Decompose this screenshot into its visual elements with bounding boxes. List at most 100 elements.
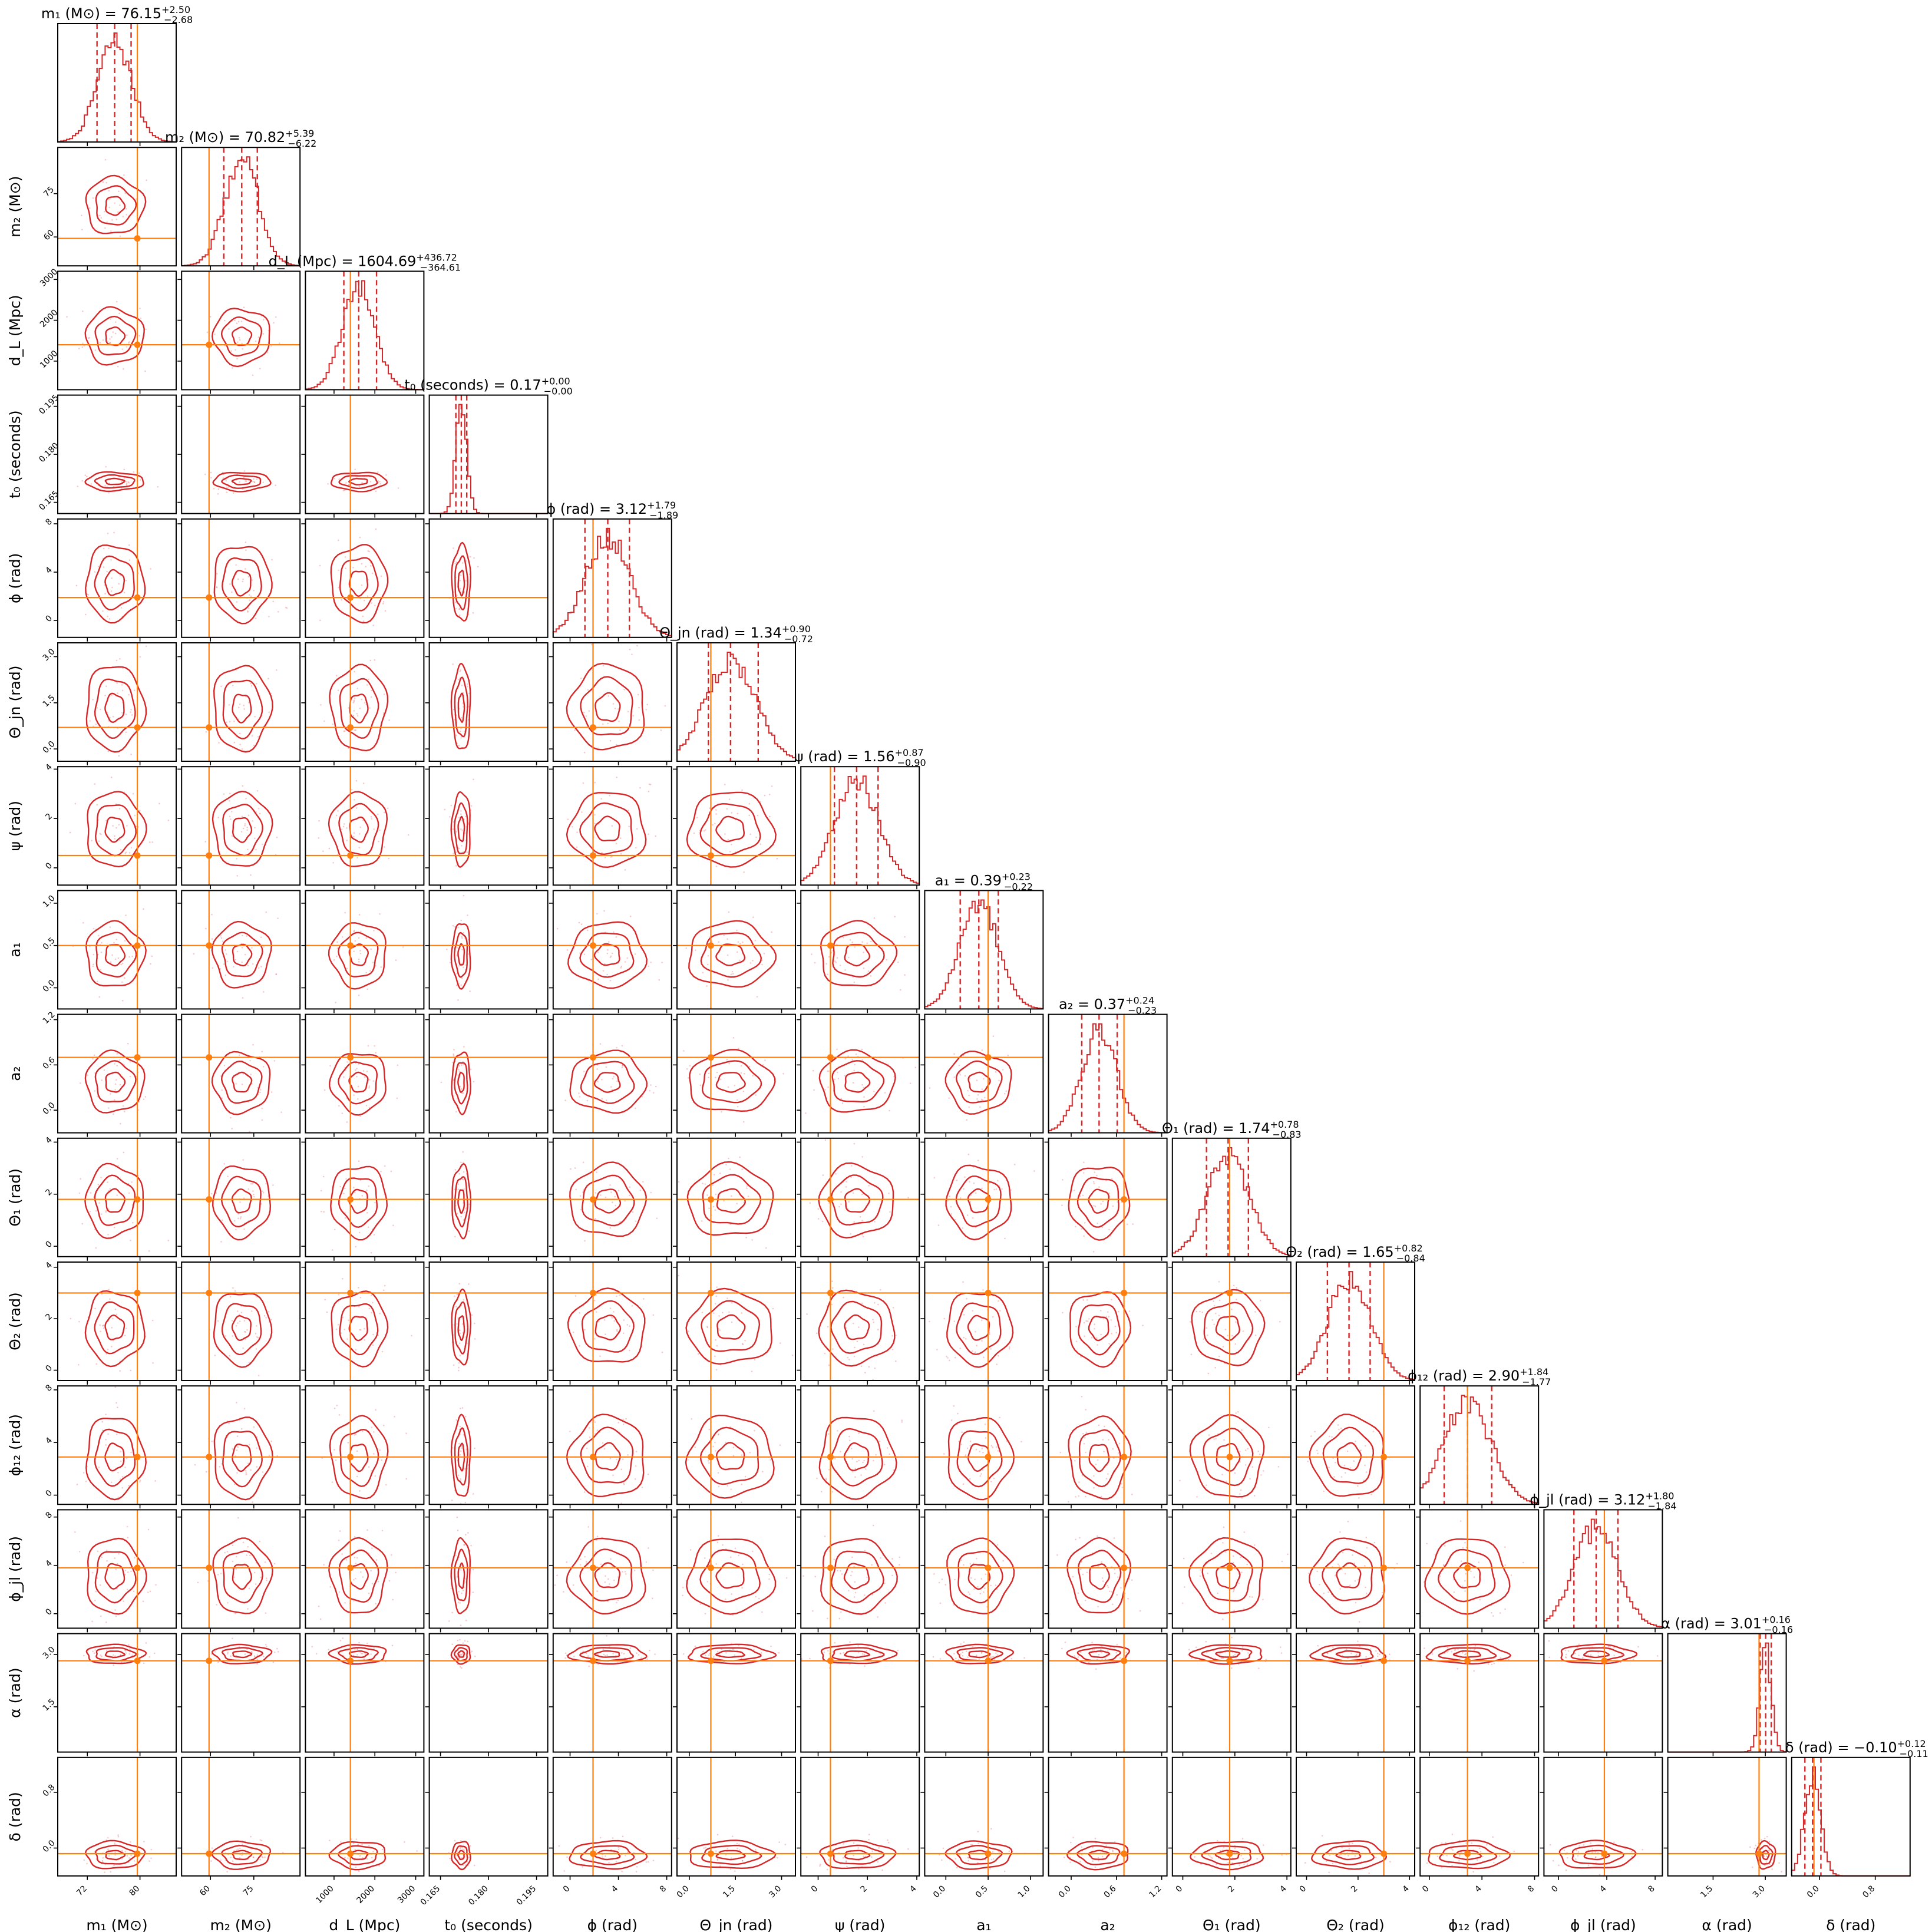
sample-point (1235, 1412, 1237, 1414)
sample-point (367, 1045, 369, 1047)
sample-point (255, 1296, 257, 1297)
sample-point (572, 825, 573, 828)
sample-point (253, 1195, 255, 1198)
contour-panel-9-4 (549, 1137, 672, 1261)
sample-point (715, 1450, 716, 1452)
sample-point (130, 847, 133, 848)
contour-6-1-level-2 (212, 790, 273, 867)
sample-point (602, 970, 605, 972)
sample-point (114, 1557, 116, 1559)
sample-point (1607, 1646, 1610, 1647)
sample-point (814, 962, 816, 964)
sample-point (1223, 1526, 1225, 1528)
sample-point (87, 1074, 89, 1076)
sample-point (838, 1206, 840, 1208)
contour-13-8-level-2 (1066, 1644, 1131, 1665)
sample-point (109, 1298, 111, 1300)
sample-point (105, 685, 107, 687)
sample-point (753, 1649, 755, 1651)
sample-point (583, 1071, 585, 1072)
sample-point (372, 1431, 375, 1433)
sample-point (103, 1327, 105, 1329)
sample-point (130, 1451, 132, 1454)
sample-point (851, 1571, 853, 1573)
sample-point (226, 486, 228, 488)
sample-point (257, 736, 259, 738)
sample-point (1227, 1335, 1228, 1337)
sample-point (1083, 1161, 1085, 1163)
sample-point (388, 1580, 391, 1582)
sample-point (835, 1173, 837, 1175)
contour-panel-13-11 (1416, 1633, 1540, 1756)
sample-point (268, 616, 270, 617)
sample-point (236, 875, 239, 877)
sample-point (990, 1445, 993, 1447)
sample-point (1231, 1335, 1233, 1337)
sample-point (873, 1091, 875, 1092)
sample-point (629, 1325, 630, 1327)
sample-point (746, 1187, 748, 1189)
sample-point (983, 1356, 985, 1359)
sample-point (241, 748, 243, 750)
contour-6-1-level-1 (222, 803, 263, 857)
sample-point (458, 1366, 460, 1369)
sample-point (458, 1173, 461, 1175)
sample-point (597, 951, 599, 953)
sample-point (1240, 1571, 1243, 1573)
sample-point (728, 1157, 729, 1160)
sample-point (1097, 1223, 1099, 1224)
sample-point (110, 1481, 113, 1484)
panel-frame (428, 642, 549, 762)
sample-point (106, 221, 108, 223)
sample-point (992, 1316, 994, 1318)
sample-point (726, 1058, 728, 1061)
sample-point (580, 1558, 582, 1560)
contour-12-11-level-2 (1424, 1538, 1511, 1615)
sample-point (224, 949, 226, 951)
sample-point (459, 1355, 461, 1357)
panel-title-7: a₁ = 0.39+0.23 −0.22 (935, 871, 1033, 892)
sample-point (914, 1066, 917, 1069)
sample-point (1346, 1450, 1349, 1452)
histogram-2 (305, 280, 425, 391)
sample-point (392, 1224, 394, 1227)
injection-point-11-8 (1121, 1454, 1128, 1461)
sample-point (367, 550, 369, 552)
sample-point (102, 1325, 104, 1327)
sample-point (973, 1588, 975, 1590)
sample-point (105, 1621, 107, 1623)
sample-point (244, 1653, 246, 1656)
sample-point (853, 1355, 856, 1358)
sample-point (218, 742, 220, 744)
sample-point (1213, 1438, 1215, 1440)
sample-point (839, 1652, 841, 1654)
sample-point (1223, 1439, 1225, 1441)
sample-point (779, 1342, 781, 1344)
sample-point (254, 827, 256, 829)
sample-point (1189, 1321, 1191, 1323)
sample-point (638, 706, 640, 709)
sample-point (158, 802, 160, 805)
sample-point (111, 577, 113, 579)
sample-point (452, 663, 454, 665)
sample-point (958, 1064, 960, 1066)
contour-10-0-level-1 (94, 1301, 135, 1355)
sample-point (596, 1068, 598, 1070)
sample-point (600, 1194, 602, 1196)
sample-point (467, 953, 470, 955)
sample-point (329, 1586, 331, 1588)
sample-point (256, 1336, 258, 1338)
sample-point (131, 955, 134, 957)
sample-point (812, 1610, 814, 1612)
sample-point (368, 1185, 370, 1187)
sample-point (743, 1072, 745, 1075)
sample-point (1085, 1409, 1087, 1411)
sample-point (461, 1178, 464, 1180)
sample-point (701, 1220, 703, 1222)
sample-point (335, 814, 338, 817)
sample-point (701, 1312, 704, 1313)
sample-point (353, 950, 355, 953)
injection-point-11-1 (206, 1454, 213, 1461)
sample-point (827, 1650, 829, 1652)
sample-point (1231, 1667, 1233, 1669)
